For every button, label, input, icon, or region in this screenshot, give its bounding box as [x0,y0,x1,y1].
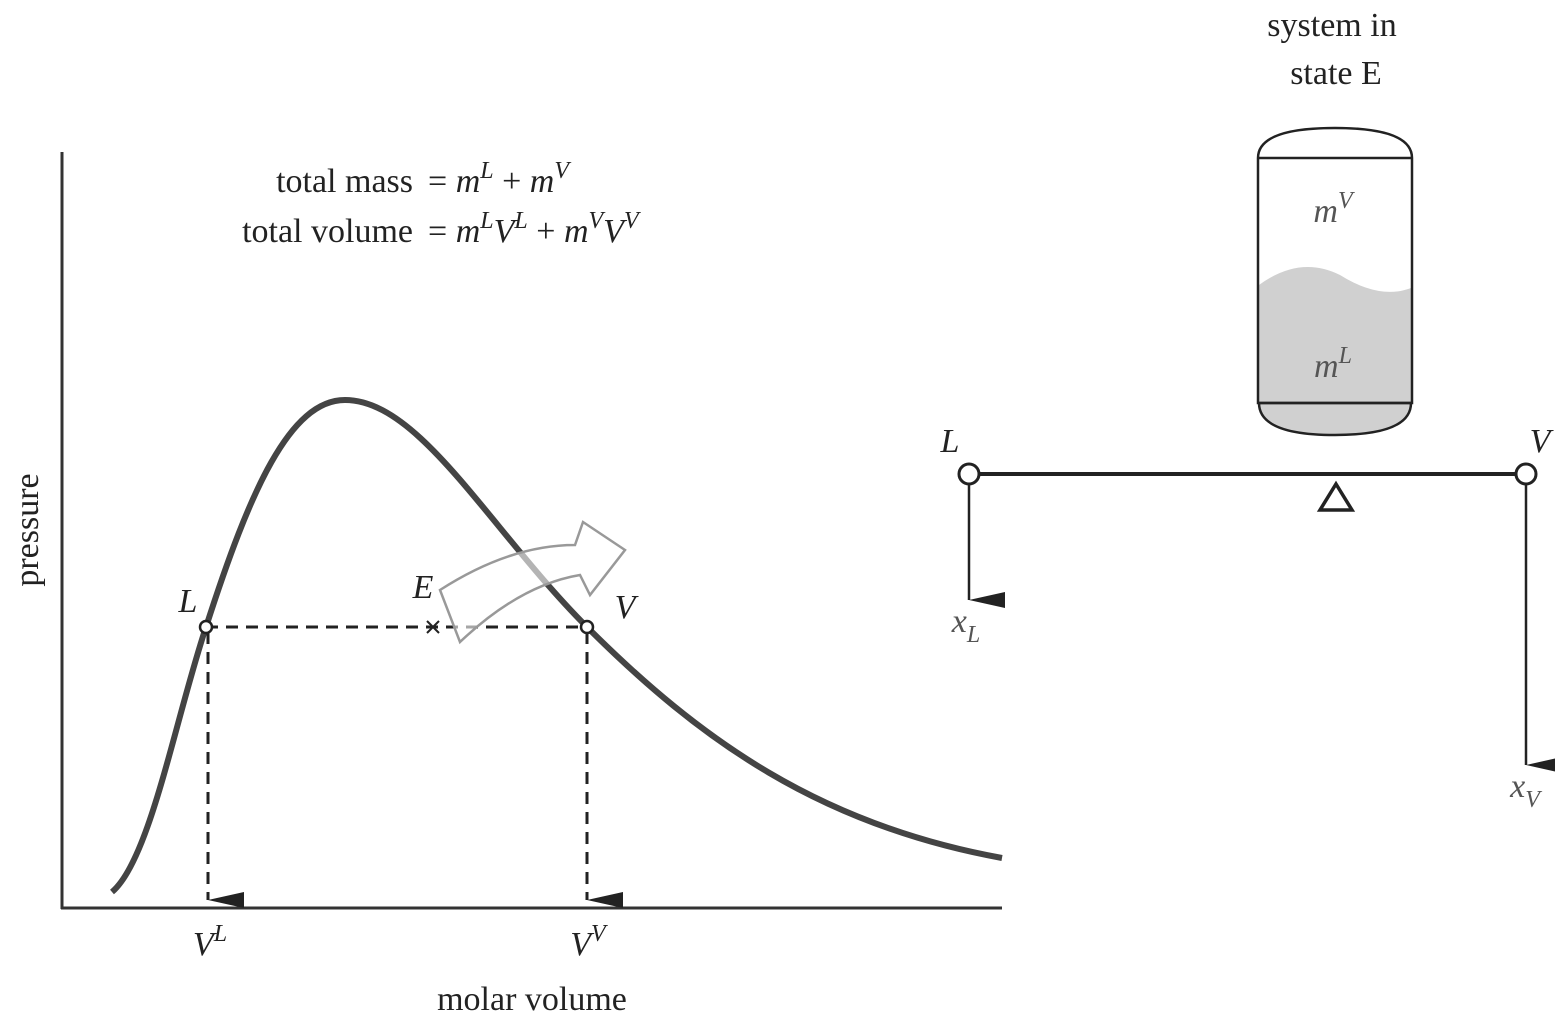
header-line: system in [1267,7,1396,44]
equation: = mLVL + mVVV [428,208,641,250]
math-var: m [456,163,481,200]
math-var: m [530,163,555,200]
math-sub: V [1525,787,1542,813]
point-l [198,619,214,635]
tank-label: mL [1314,343,1352,385]
fulcrum [1316,480,1356,512]
header-line: state E [1290,55,1382,92]
math-text: + [528,213,564,250]
x-label: VV [570,921,608,963]
math-sup: V [554,158,571,184]
math-var: x [1509,768,1525,805]
x-label: VL [193,921,227,963]
lever-output: xL [951,603,980,648]
math-sup: L [513,208,527,234]
math-var: m [456,213,481,250]
math-var: x [951,603,967,640]
math-sup: L [479,158,493,184]
math-var: m [1313,193,1338,230]
math-sup: L [1338,343,1352,369]
math-text: = [428,213,456,250]
lever-label: L [940,423,960,460]
math-sup: V [624,208,641,234]
math-sub: L [966,622,980,648]
x-axis-label: molar volume [437,981,627,1018]
axes [60,152,1002,910]
state-e-mark [426,620,440,634]
point-label: V [615,589,640,626]
math-sup: V [591,921,608,947]
pv-curve [109,396,1003,895]
math-sup: V [589,208,606,234]
tank-label: mV [1313,188,1355,230]
math-var: m [564,213,589,250]
lever-arrows [967,484,1555,773]
tank [1256,126,1414,437]
lever-end [1514,462,1538,486]
equation-label: total volume [242,213,413,250]
tie-lines [206,625,623,908]
hollow-arrow [438,520,627,645]
lever-end [957,462,981,486]
math-sup: V [1338,188,1355,214]
y-axis-label: pressure [9,473,46,586]
lever-label: V [1530,423,1555,460]
point-label: E [412,569,434,606]
math-text: = [428,163,456,200]
math-var: m [1314,348,1339,385]
point-label: L [178,583,198,620]
point-v [579,619,595,635]
lever-output: xV [1509,768,1542,813]
math-text: + [494,163,530,200]
equation-label: total mass [276,163,413,200]
equation: = mL + mV [428,158,571,200]
math-sup: L [213,921,227,947]
math-sup: L [479,208,493,234]
